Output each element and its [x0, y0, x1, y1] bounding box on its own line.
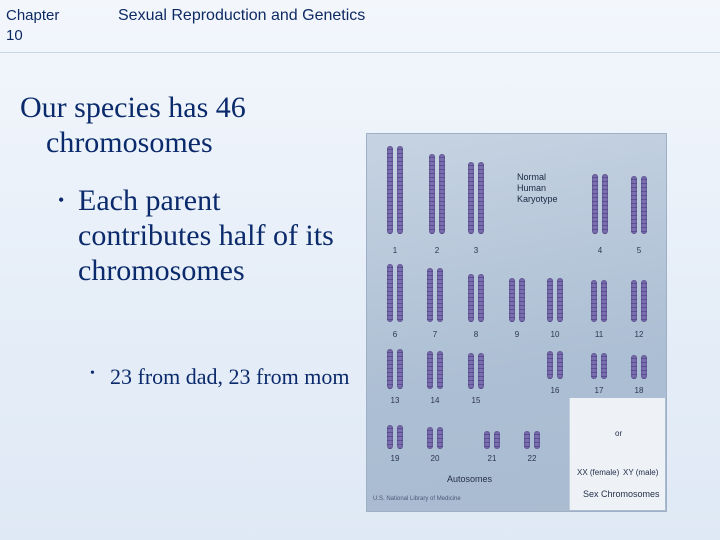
chromosome: [397, 264, 403, 322]
chromosome: [547, 351, 553, 379]
header-divider: [0, 52, 720, 53]
chromosome: [601, 280, 607, 322]
chromosome-number: 2: [434, 246, 440, 255]
chromosome-number: 3: [473, 246, 479, 255]
xx-label: XX (female): [577, 468, 620, 477]
chromosome-number: 20: [430, 454, 440, 463]
chromosome-number: 8: [473, 330, 479, 339]
bullet-level-3: 23 from dad, 23 from mom: [110, 364, 350, 389]
chromosome: [439, 154, 445, 234]
chromosome: [478, 162, 484, 234]
chromosome: [631, 280, 637, 322]
chromosome: [387, 264, 393, 322]
chromosome: [427, 268, 433, 322]
sex-chromosome-panel: [569, 398, 665, 510]
chromosome: [437, 427, 443, 449]
chromosome: [641, 176, 647, 234]
chromosome-number: 4: [597, 246, 603, 255]
chromosome: [534, 431, 540, 449]
or-label: or: [615, 429, 623, 438]
bullet-marker-level-2: •: [58, 190, 65, 210]
chromosome-number: 22: [527, 454, 537, 463]
chromosome: [387, 349, 393, 389]
chromosome: [494, 431, 500, 449]
chromosome: [468, 162, 474, 234]
chromosome-number: 19: [390, 454, 400, 463]
chromosome-number: 10: [550, 330, 560, 339]
chromosome: [468, 274, 474, 322]
chromosome: [641, 280, 647, 322]
chromosome: [437, 351, 443, 389]
chromosome: [631, 355, 637, 379]
chapter-label: Chapter 10: [6, 7, 60, 44]
karyotype-title-line-3: Karyotype: [517, 194, 558, 204]
chromosome-number: 15: [471, 396, 481, 405]
karyotype-figure: Normal Human Karyotype 1 2 3 4 5 6 7 8 9 10 11 12 13…: [366, 133, 667, 512]
chromosome: [397, 425, 403, 449]
slide-header-title: Sexual Reproduction and Genetics: [118, 7, 366, 24]
xy-label: XY (male): [623, 468, 659, 477]
chromosome: [557, 351, 563, 379]
autosomes-label: Autosomes: [447, 474, 493, 484]
chromosome: [429, 154, 435, 234]
karyotype-title: Normal Human Karyotype: [517, 172, 587, 205]
sex-chromosomes-label: Sex Chromosomes: [583, 489, 660, 499]
chromosome: [484, 431, 490, 449]
chromosome: [509, 278, 515, 322]
chromosome-number: 6: [392, 330, 398, 339]
chromosome: [641, 355, 647, 379]
bullet-level-2: Each parent contributes half of its chro…: [78, 184, 334, 287]
chromosome: [631, 176, 637, 234]
chromosome-number: 7: [432, 330, 438, 339]
chromosome: [591, 353, 597, 379]
chromosome: [427, 351, 433, 389]
karyotype-title-line-1: Normal: [517, 172, 547, 182]
chromosome-number: 5: [636, 246, 642, 255]
chromosome: [547, 278, 553, 322]
chromosome: [387, 146, 393, 234]
karyotype-title-line-2: Human: [517, 183, 547, 193]
chromosome-number: 12: [634, 330, 644, 339]
bullet-marker-level-3: •: [90, 366, 95, 381]
chromosome: [591, 280, 597, 322]
chromosome: [557, 278, 563, 322]
image-credit: U.S. National Library of Medicine: [373, 496, 461, 502]
chromosome: [397, 349, 403, 389]
chromosome-number: 18: [634, 386, 644, 395]
chromosome: [397, 146, 403, 234]
chromosome-number: 14: [430, 396, 440, 405]
chromosome: [387, 425, 393, 449]
chromosome: [524, 431, 530, 449]
chromosome-number: 9: [514, 330, 520, 339]
chromosome-number: 11: [594, 330, 604, 339]
chromosome: [478, 274, 484, 322]
chromosome: [602, 174, 608, 234]
bullet-level-1: Our species has 46 chromosomes: [20, 91, 246, 159]
chromosome: [601, 353, 607, 379]
chromosome-number: 17: [594, 386, 604, 395]
chromosome: [478, 353, 484, 389]
chromosome: [519, 278, 525, 322]
chromosome-number: 21: [487, 454, 497, 463]
chromosome: [427, 427, 433, 449]
chromosome: [437, 268, 443, 322]
chromosome: [468, 353, 474, 389]
chromosome-number: 16: [550, 386, 560, 395]
chromosome: [592, 174, 598, 234]
chromosome-number: 13: [390, 396, 400, 405]
chromosome-number: 1: [392, 246, 398, 255]
